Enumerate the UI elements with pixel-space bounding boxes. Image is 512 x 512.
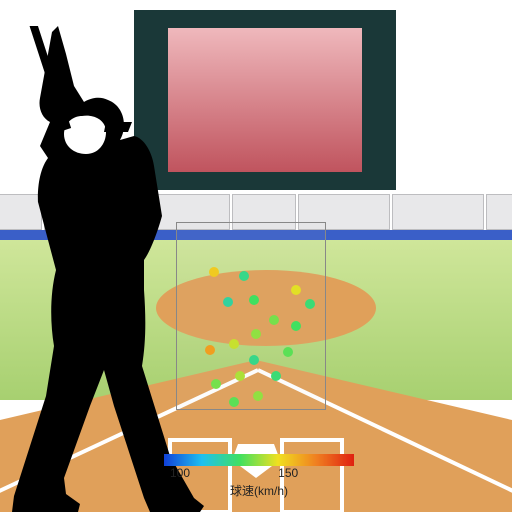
pitch-dot (235, 371, 245, 381)
pitch-dot (249, 295, 259, 305)
pitch-dot (283, 347, 293, 357)
batter-silhouette (0, 26, 234, 512)
legend-tick: 150 (278, 466, 298, 480)
pitch-dot (249, 355, 259, 365)
pitch-dot (239, 271, 249, 281)
legend-ticks: 100 150 (164, 466, 354, 480)
legend-colorbar (164, 454, 354, 466)
pitch-dot (251, 329, 261, 339)
legend-label: 球速(km/h) (164, 482, 354, 499)
pitch-dot (269, 315, 279, 325)
pitch-dot (305, 299, 315, 309)
pitch-dot (253, 391, 263, 401)
speed-legend: 100 150 球速(km/h) (164, 454, 354, 499)
legend-tick: 100 (170, 466, 190, 480)
pitch-dot (291, 285, 301, 295)
pitch-dot (291, 321, 301, 331)
pitch-dot (271, 371, 281, 381)
pitch-location-chart: 100 150 球速(km/h) (0, 0, 512, 512)
